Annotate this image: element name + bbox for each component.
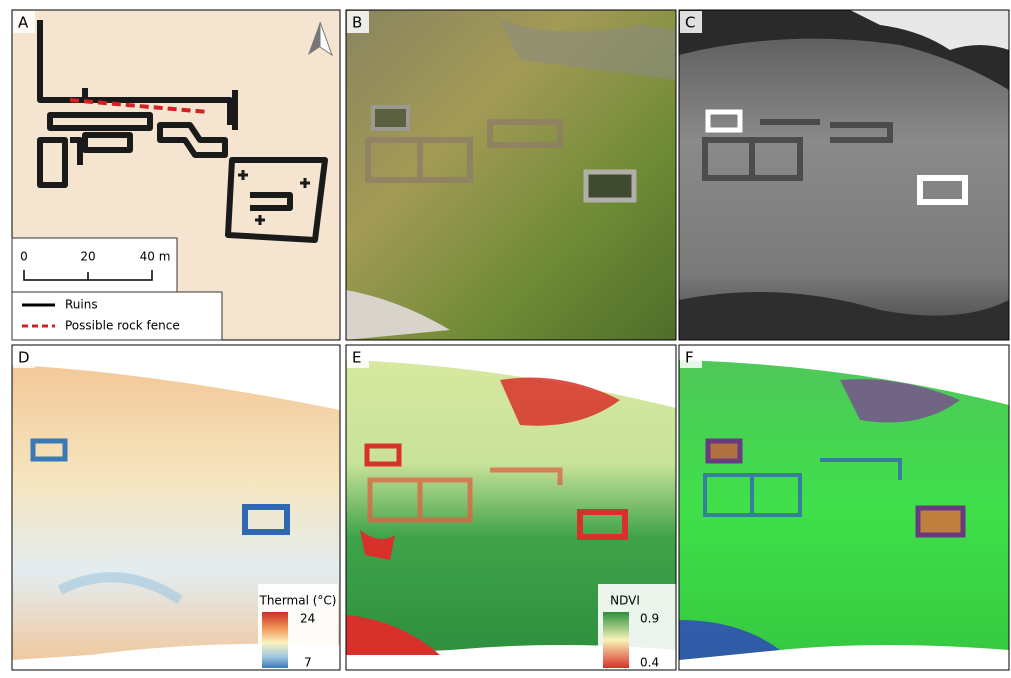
colorbar-label: 24 xyxy=(300,612,315,626)
panel-label: F xyxy=(685,349,694,367)
colorbar-label: 0.9 xyxy=(640,612,659,626)
legend-label: Ruins xyxy=(65,298,98,312)
colorbar-label: 0.4 xyxy=(640,656,659,670)
legend-box xyxy=(12,292,222,340)
colorbar-title: NDVI xyxy=(610,594,640,608)
scale-label: 40 m xyxy=(140,250,171,264)
panel-label: B xyxy=(352,14,362,32)
figure: 0 20 40 m Ruins Possible rock fence xyxy=(0,0,1011,678)
colorbar xyxy=(262,612,288,668)
panel-c xyxy=(679,10,1009,340)
legend-label: Possible rock fence xyxy=(65,319,180,333)
panel-label: C xyxy=(685,14,695,32)
scale-label: 0 xyxy=(20,250,28,264)
scale-bar-box xyxy=(12,238,177,292)
panel-d: Thermal (°C) 24 7 xyxy=(12,345,340,670)
colorbar-title: Thermal (°C) xyxy=(259,594,337,608)
panel-e: NDVI 0.9 0.4 xyxy=(346,345,676,670)
panel-label: E xyxy=(352,349,361,367)
panel-b xyxy=(346,10,676,340)
panel-a: 0 20 40 m Ruins Possible rock fence xyxy=(12,10,340,340)
colorbar-label: 7 xyxy=(304,656,312,670)
scale-label: 20 xyxy=(80,250,95,264)
colorbar xyxy=(603,612,629,668)
panel-f xyxy=(679,345,1009,670)
panel-label: A xyxy=(18,14,29,32)
panel-label: D xyxy=(18,349,30,367)
